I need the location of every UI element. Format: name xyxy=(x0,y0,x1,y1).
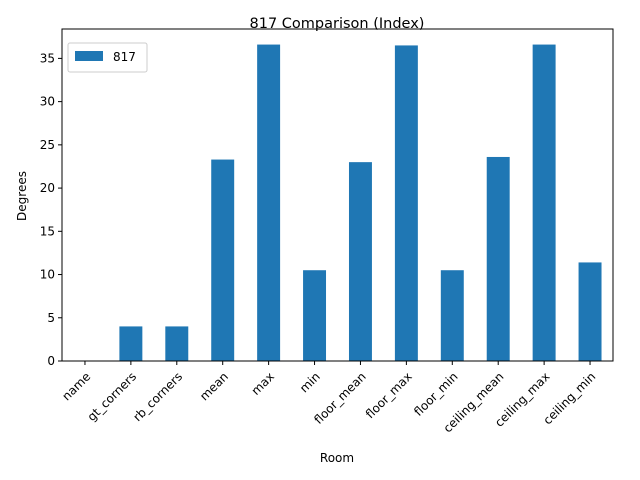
bar-rb_corners xyxy=(165,326,189,361)
y-tick-label: 15 xyxy=(40,224,55,238)
y-tick-label: 25 xyxy=(40,138,55,152)
bar-gt_corners xyxy=(119,326,143,361)
bar-floor_mean xyxy=(348,162,372,361)
x-tick-label: rb_corners xyxy=(130,369,185,424)
y-tick-label: 5 xyxy=(47,311,55,325)
y-tick-label: 0 xyxy=(47,354,55,368)
bar-ceiling_min xyxy=(578,262,602,361)
bar-max xyxy=(257,44,281,361)
x-tick-label: max xyxy=(249,369,277,397)
bar-floor_min xyxy=(440,270,464,361)
x-tick-label: min xyxy=(297,369,323,395)
legend-frame xyxy=(67,42,148,73)
legend-label: 817 xyxy=(113,50,136,64)
bar-mean xyxy=(211,159,235,361)
chart-title: 817 Comparison (Index) xyxy=(250,16,425,32)
y-tick-label: 20 xyxy=(40,181,55,195)
legend-swatch xyxy=(75,51,103,61)
legend: 817 xyxy=(67,42,148,73)
bar-floor_max xyxy=(394,45,418,361)
y-tick-label: 35 xyxy=(40,51,55,65)
bar-min xyxy=(303,270,327,361)
x-tick-label: floor_min xyxy=(411,369,460,418)
y-tick-label: 30 xyxy=(40,95,55,109)
bar-ceiling_mean xyxy=(486,156,510,361)
x-tick-label: floor_max xyxy=(363,369,415,421)
bar-ceiling_max xyxy=(532,44,556,361)
y-axis-label: Degrees xyxy=(15,171,29,221)
x-axis-label: Room xyxy=(320,451,354,465)
y-tick-label: 10 xyxy=(40,268,55,282)
x-tick-label: mean xyxy=(197,369,231,403)
x-tick-label: name xyxy=(59,369,93,403)
axes-frame xyxy=(61,28,614,362)
